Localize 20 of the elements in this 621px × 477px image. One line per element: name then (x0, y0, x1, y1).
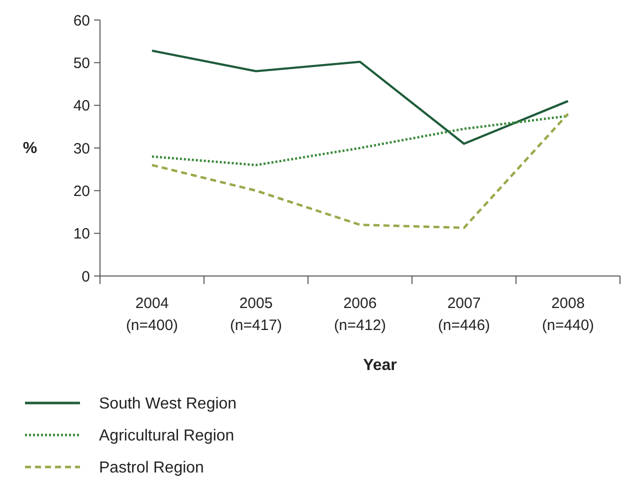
x-axis-title: Year (363, 357, 397, 374)
y-tick-label: 10 (73, 226, 90, 243)
legend-label: South West Region (99, 396, 237, 413)
x-tick-label: 2008 (n=440) (542, 295, 594, 334)
y-axis-title: % (22, 140, 38, 157)
legend-label: Agricultural Region (99, 428, 234, 445)
line-series (150, 112, 570, 229)
x-tick-label: 2006 (n=412) (334, 295, 386, 334)
y-tick-label: 40 (73, 98, 90, 115)
y-tick-label: 60 (73, 12, 90, 30)
line-series (150, 114, 570, 166)
x-tick-label: 2004 (n=400) (126, 295, 178, 334)
legend-label: Pastrol Region (99, 460, 204, 477)
x-tick-label: 2005 (n=417) (230, 295, 282, 334)
x-tick-label: 2007 (n=446) (438, 295, 490, 334)
y-tick-label: 30 (73, 140, 90, 158)
line-series (150, 50, 570, 145)
y-tick-label: 0 (82, 268, 90, 286)
y-tick-label: 20 (73, 182, 90, 200)
y-tick-label: 50 (73, 54, 90, 72)
